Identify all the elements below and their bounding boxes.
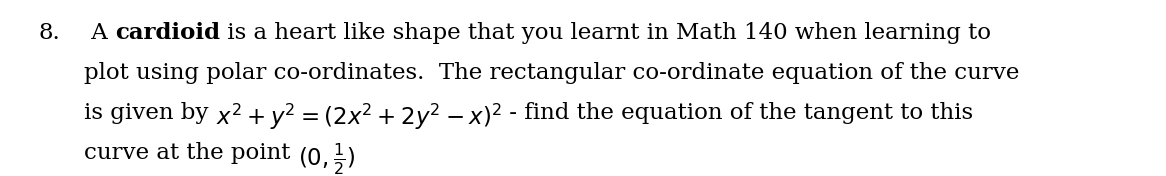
Text: cardioid: cardioid xyxy=(115,22,220,44)
Text: is a heart like shape that you learnt in Math 140 when learning to: is a heart like shape that you learnt in… xyxy=(220,22,991,44)
Text: 8.: 8. xyxy=(38,22,59,44)
Text: $x^2 + y^2 = (2x^2 + 2y^2 - x)^2$: $x^2 + y^2 = (2x^2 + 2y^2 - x)^2$ xyxy=(216,102,501,132)
Text: - find the equation of the tangent to this: - find the equation of the tangent to th… xyxy=(501,102,972,124)
Text: plot using polar co-ordinates.  The rectangular co-ordinate equation of the curv: plot using polar co-ordinates. The recta… xyxy=(84,62,1019,84)
Text: curve at the point: curve at the point xyxy=(84,142,297,164)
Text: $(0, \frac{1}{2})$: $(0, \frac{1}{2})$ xyxy=(297,142,354,176)
Text: is given by: is given by xyxy=(84,102,216,124)
Text: A: A xyxy=(84,22,115,44)
